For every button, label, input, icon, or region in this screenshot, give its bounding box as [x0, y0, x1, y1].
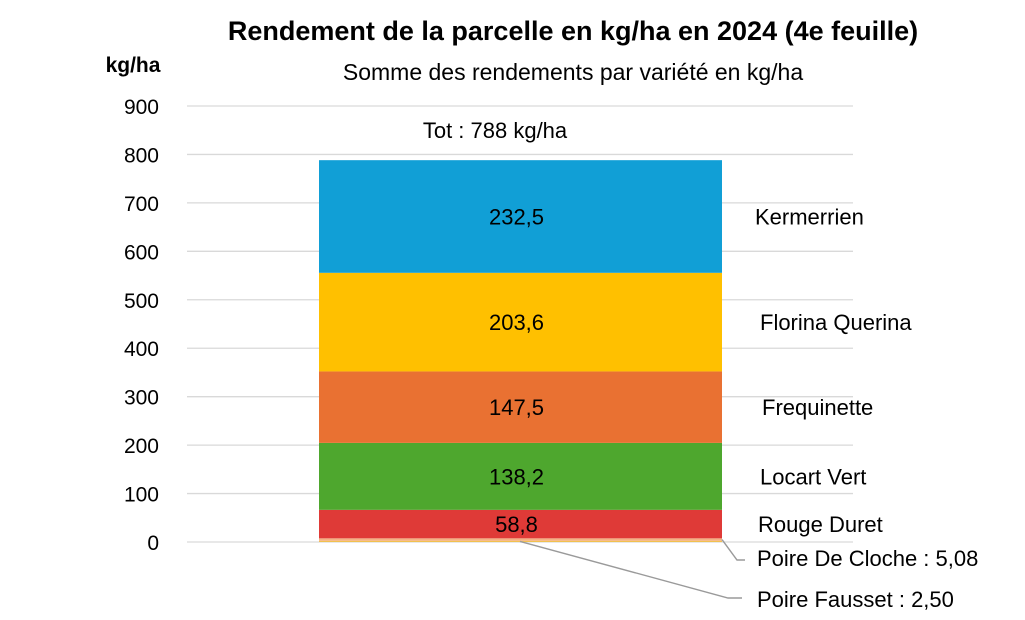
legend-label-florina-querina: Florina Querina	[760, 310, 912, 335]
y-tick-labels: 0 100 200 300 400 500 600 700 800 900	[124, 96, 159, 555]
segment-value-florina-querina: 203,6	[489, 310, 544, 335]
total-label: Tot : 788 kg/ha	[423, 118, 568, 143]
y-tick-label: 500	[124, 290, 159, 313]
y-tick-label: 700	[124, 193, 159, 216]
legend-label-locart-vert: Locart Vert	[760, 464, 866, 489]
legend-label-poire-de-cloche: Poire De Cloche : 5,08	[757, 546, 978, 571]
bar-segment-frequinette	[319, 371, 722, 443]
bar-segment-locart-vert	[319, 442, 722, 510]
y-tick-label: 800	[124, 144, 159, 167]
y-tick-label: 400	[124, 338, 159, 361]
legend-label-rouge-duret: Rouge Duret	[758, 512, 883, 537]
segment-value-frequinette: 147,5	[489, 395, 544, 420]
segment-value-labels: 58,8 138,2 147,5 203,6 232,5	[489, 204, 544, 537]
bar-segment-kermerrien	[319, 160, 722, 273]
segment-value-rouge-duret: 58,8	[495, 512, 538, 537]
leader-line-poire-de-cloche	[721, 539, 745, 561]
y-tick-label: 200	[124, 435, 159, 458]
y-axis-label: kg/ha	[106, 54, 161, 77]
y-tick-label: 900	[124, 96, 159, 119]
legend: Poire Fausset : 2,50 Poire De Cloche : 5,…	[755, 204, 978, 612]
chart-title: Rendement de la parcelle en kg/ha en 202…	[228, 16, 918, 46]
segment-value-locart-vert: 138,2	[489, 464, 544, 489]
chart-subtitle: Somme des rendements par variété en kg/h…	[343, 59, 803, 85]
segment-value-kermerrien: 232,5	[489, 204, 544, 229]
legend-label-frequinette: Frequinette	[762, 395, 873, 420]
legend-label-poire-fausset: Poire Fausset : 2,50	[757, 587, 954, 612]
bar-segment-poire-de-cloche	[319, 538, 722, 541]
legend-label-kermerrien: Kermerrien	[755, 204, 864, 229]
leader-line-poire-fausset	[519, 540, 742, 599]
stacked-bar	[319, 160, 722, 542]
y-tick-label: 600	[124, 241, 159, 264]
y-tick-label: 300	[124, 387, 159, 410]
bar-segment-rouge-duret	[319, 509, 722, 539]
bar-segment-florina-querina	[319, 272, 722, 372]
y-tick-label: 100	[124, 484, 159, 507]
y-tick-label: 0	[147, 532, 159, 555]
legend-leader-lines	[519, 539, 745, 599]
